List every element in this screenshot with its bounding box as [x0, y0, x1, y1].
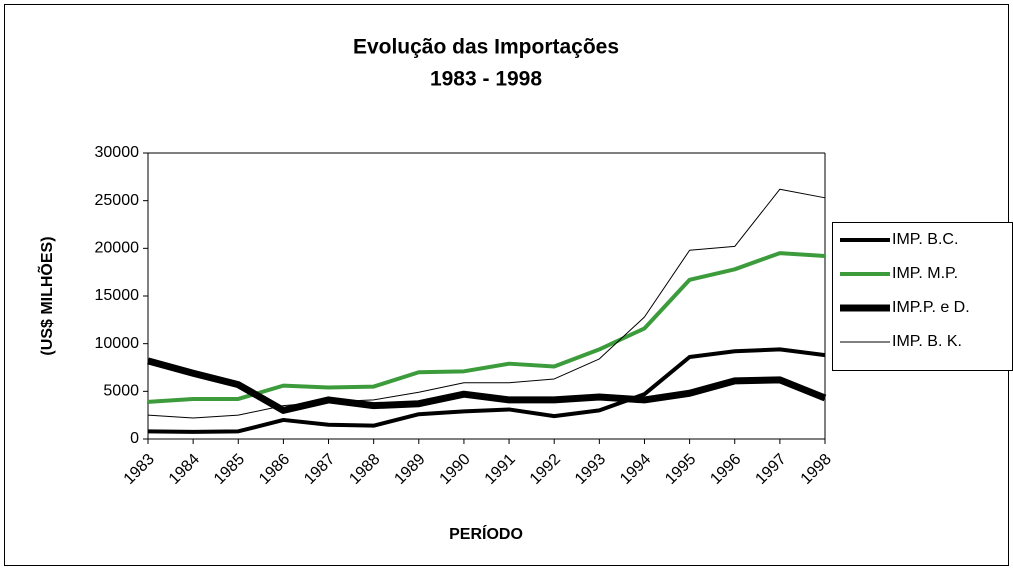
chart-subtitle: 1983 - 1998	[430, 68, 542, 91]
series-line	[147, 251, 826, 404]
legend-label: IMP. B. K.	[892, 333, 962, 350]
legend-label: IMP. M.P.	[892, 265, 958, 282]
series-line	[147, 347, 826, 434]
series-line	[147, 188, 826, 419]
legend-label: IMP. B.C.	[892, 231, 958, 248]
y-tick-label: 30000	[95, 144, 140, 161]
legend-box	[832, 222, 1013, 371]
y-axis-title: (US$ MILHÕES)	[36, 236, 56, 355]
chart-title: Evolução das Importações	[353, 36, 619, 59]
y-tick-label: 25000	[95, 192, 140, 209]
y-tick-label: 5000	[103, 383, 139, 400]
x-axis-title: PERÍODO	[449, 524, 523, 543]
series-line	[147, 357, 827, 414]
legend-label: IMP.P. e D.	[892, 299, 970, 316]
y-tick-label: 0	[130, 430, 139, 447]
y-tick-label: 15000	[95, 287, 140, 304]
y-tick-label: 20000	[95, 240, 140, 257]
y-tick-label: 10000	[95, 335, 140, 352]
